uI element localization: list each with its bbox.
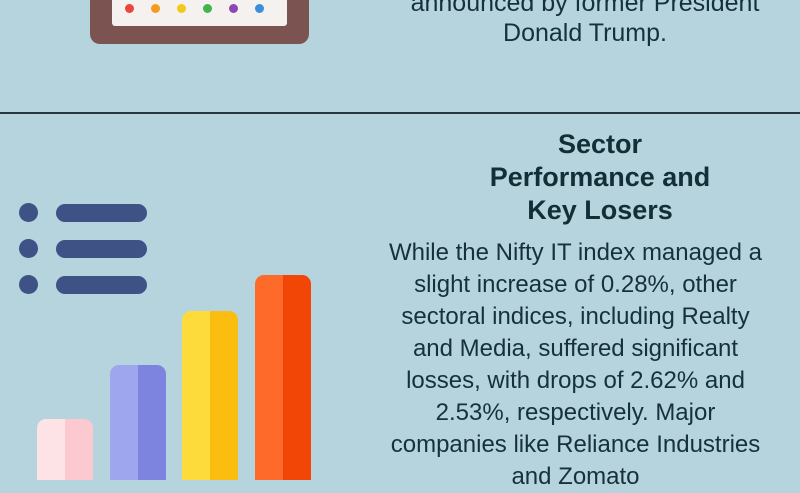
list-bullet: [19, 275, 38, 294]
body-line: losses, with drops of 2.62% and: [406, 367, 745, 394]
marker-dot: [177, 4, 186, 13]
illustration-bar: [182, 311, 238, 480]
body-line: 2.53%, respectively. Major: [435, 399, 716, 426]
list-line: [56, 240, 147, 258]
body-line: While the Nifty IT index managed a: [388, 239, 763, 266]
marker-dot: [203, 4, 212, 13]
section-body: While the Nifty IT index managed a sligh…: [378, 237, 773, 493]
title-line: Sector: [557, 129, 643, 159]
marker-dot: [151, 4, 160, 13]
title-line: Key Losers: [527, 195, 673, 225]
body-line: slight increase of 0.28%, other: [414, 271, 737, 298]
list-line: [56, 204, 147, 222]
section-divider: [0, 112, 800, 114]
text-line: Donald Trump.: [503, 19, 667, 47]
text-line: announced by former President: [410, 0, 760, 17]
list-bullet: [19, 239, 38, 258]
body-line: sectoral indices, including Realty: [401, 303, 750, 330]
illustration-bar: [37, 419, 93, 480]
body-line: companies like Reliance Industries: [390, 431, 761, 458]
whiteboard-icon: [90, 0, 309, 44]
illustration-bar: [110, 365, 166, 480]
body-line: and Zomato: [511, 463, 640, 490]
list-line: [56, 276, 147, 294]
marker-dot: [229, 4, 238, 13]
previous-section-text: announced by former President Donald Tru…: [400, 0, 770, 48]
whiteboard-panel: [112, 0, 287, 26]
body-line: and Media, suffered significant: [412, 335, 739, 362]
list-bullet: [19, 203, 38, 222]
marker-dot: [125, 4, 134, 13]
title-line: Performance and: [489, 162, 711, 192]
marker-dot: [255, 4, 264, 13]
section-title: Sector Performance and Key Losers: [440, 128, 760, 227]
illustration-bar: [255, 275, 311, 480]
